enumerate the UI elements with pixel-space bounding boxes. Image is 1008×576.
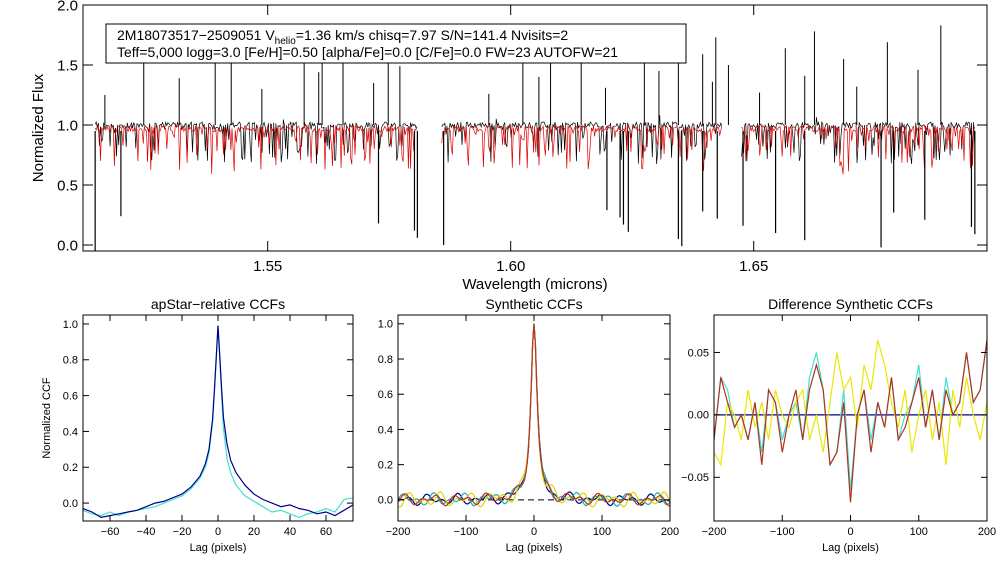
- apstar_ccf-frame: [82, 314, 354, 522]
- difference_ccf-frame: [713, 314, 988, 522]
- spectrum-ytick-label: 1.5: [57, 57, 78, 74]
- synthetic_ccf-xlabel: Lag (pixels): [506, 542, 563, 554]
- spectrum-ylabel: Normalized Flux: [30, 73, 47, 182]
- apstar_ccf-ytick-label: 0.4: [63, 426, 78, 438]
- synthetic_ccf-ytick-label: 0.0: [378, 495, 393, 507]
- apstar_ccf-xtick-label: 20: [248, 526, 260, 538]
- spectrum-frame: [82, 4, 988, 252]
- synthetic_ccf-title: Synthetic CCFs: [485, 296, 582, 312]
- synthetic-series-visit-3: [398, 323, 670, 507]
- spectrum-ytick-label: 0.5: [57, 177, 78, 194]
- synthetic-series-visit-1: [398, 323, 670, 507]
- apstar_ccf-plot-area: [83, 325, 353, 519]
- apstar_ccf-xtick-label: −20: [173, 526, 192, 538]
- synthetic_ccf-xtick-label: −100: [454, 526, 479, 538]
- annotation-line-1: 2M18073517−2509051 Vhelio=1.36 km/s chis…: [117, 27, 568, 47]
- difference_ccf-xtick-label: −100: [770, 526, 795, 538]
- difference_ccf-title: Difference Synthetic CCFs: [768, 296, 933, 312]
- spectrum-xlabel: Wavelength (microns): [462, 276, 607, 293]
- spectrum-ytick-label: 2.0: [57, 0, 78, 14]
- apstar_ccf-xtick-label: −60: [101, 526, 120, 538]
- annotation-line-2: Teff=5,000 logg=3.0 [Fe/H]=0.50 [alpha/F…: [117, 44, 618, 60]
- difference_ccf-xtick-label: 100: [910, 526, 928, 538]
- spectrum-xtick-label: 1.65: [739, 258, 768, 275]
- apstar_ccf-xtick-label: 0: [215, 526, 221, 538]
- difference_ccf-xtick-label: −200: [702, 526, 727, 538]
- difference_ccf-series-visit-3: [714, 339, 987, 503]
- difference_ccf-ytick-label: 0.00: [688, 410, 709, 422]
- difference_ccf-xtick-label: 0: [847, 526, 853, 538]
- synthetic_ccf-ytick-label: 1.0: [378, 319, 393, 331]
- synthetic_ccf-ytick-label: 0.8: [378, 354, 393, 366]
- difference_ccf-ytick-label: 0.05: [688, 347, 709, 359]
- spectrum-ytick-label: 0.0: [57, 237, 78, 254]
- synthetic_ccf-ytick-label: 0.2: [378, 460, 393, 472]
- synthetic_ccf-plot-area: [398, 323, 670, 508]
- synthetic_ccf-xtick-label: 200: [661, 526, 679, 538]
- synthetic-series-combined: [398, 323, 670, 507]
- apstar_ccf-series-visit-1: [83, 325, 353, 519]
- spectrum-ytick-label: 1.0: [57, 117, 78, 134]
- synthetic_ccf-xtick-label: −200: [386, 526, 411, 538]
- synthetic-series-visit-2: [398, 323, 670, 508]
- apstar_ccf-xlabel: Lag (pixels): [190, 542, 247, 554]
- synthetic_ccf-ytick-label: 0.6: [378, 389, 393, 401]
- synthetic_ccf-ytick-label: 0.4: [378, 424, 393, 436]
- spectrum-series-synthetic: [94, 124, 976, 175]
- difference_ccf-xtick-label: 200: [978, 526, 996, 538]
- apstar_ccf-xtick-label: 40: [284, 526, 296, 538]
- apstar_ccf-xtick-label: 60: [320, 526, 332, 538]
- apstar_ccf-series-visit-2: [83, 325, 353, 519]
- apstar_ccf-ytick-label: 0.6: [63, 390, 78, 402]
- spectrum-panel: 1.55 1.60 1.65 0.0 0.5 1.0 1.5 2.0 Wavelength (m…: [30, 0, 988, 293]
- spectrum-xtick-label: 1.60: [496, 258, 525, 275]
- difference_ccf-xlabel: Lag (pixels): [822, 542, 879, 554]
- apstar_ccf-ytick-label: 0.0: [63, 498, 78, 510]
- apstar_ccf-title: apStar−relative CCFs: [151, 296, 285, 312]
- apstar_ccf-ytick-label: 0.8: [63, 355, 78, 367]
- difference_ccf-ytick-label: −0.05: [681, 472, 709, 484]
- synthetic_ccf-xtick-label: 100: [593, 526, 611, 538]
- spectrum-xtick-label: 1.55: [253, 258, 282, 275]
- difference_ccf-panel: −200 −100 0 100 200 −0.05 0.00 0.05 Lag (pixels)…: [681, 296, 996, 554]
- synthetic_ccf-panel: −200 −100 0 100 200 0.0 0.2 0.4 0.6 0.8 1.0 Lag (pi…: [378, 296, 679, 554]
- synthetic_ccf-frame: [397, 314, 671, 522]
- difference_ccf-plot-area: [714, 339, 987, 503]
- annotation-box: [105, 23, 687, 64]
- apstar_ccf-xtick-label: −40: [137, 526, 156, 538]
- apstar_ccf-panel: −60 −40 −20 0 20 40 60 0.0 0.2 0.4 0.6 0.8 1.0 Lag (p…: [41, 296, 354, 554]
- apstar_ccf-ytick-label: 1.0: [63, 319, 78, 331]
- apstar_ccf-ytick-label: 0.2: [63, 462, 78, 474]
- synthetic_ccf-xtick-label: 0: [531, 526, 537, 538]
- apstar_ccf-ylabel: Normalized CCF: [41, 377, 53, 459]
